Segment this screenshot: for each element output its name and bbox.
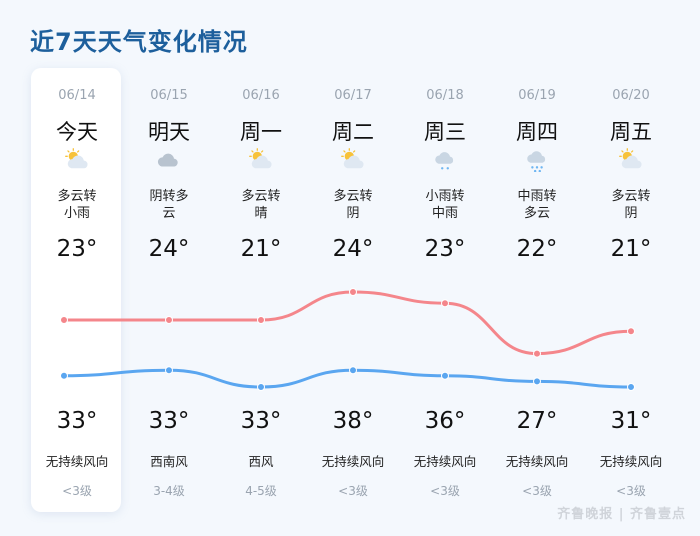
low-temperature: 22° bbox=[516, 236, 558, 262]
light-rain-icon bbox=[435, 152, 454, 170]
overcast-icon bbox=[157, 153, 178, 167]
date-label: 06/14 bbox=[58, 88, 96, 103]
high-temperature: 33° bbox=[148, 408, 190, 434]
watermark: 齐鲁晚报 | 齐鲁壹点 bbox=[557, 507, 686, 522]
low-temperature: 24° bbox=[148, 236, 190, 262]
wind-level: 3-4级 bbox=[153, 484, 185, 498]
weather-description: 多云转 阴 bbox=[611, 189, 651, 221]
page-title: 近7天天气变化情况 bbox=[30, 28, 248, 56]
wind-level: <3级 bbox=[430, 484, 460, 498]
wind-level: <3级 bbox=[522, 484, 552, 498]
partly-cloudy-icon bbox=[249, 148, 272, 169]
weather-description: 阴转多 云 bbox=[149, 189, 189, 221]
wind-direction: 无持续风向 bbox=[413, 454, 477, 469]
weather-description: 多云转 小雨 bbox=[57, 189, 97, 221]
day-column[interactable]: 06/15 明天阴转多 云 24° 33° 西南风 3-4级 bbox=[123, 68, 215, 512]
wind-level: <3级 bbox=[616, 484, 646, 498]
wind-direction: 无持续风向 bbox=[45, 454, 109, 469]
low-temperature: 21° bbox=[610, 236, 652, 262]
weather-description: 多云转 晴 bbox=[241, 189, 281, 221]
day-column[interactable]: 06/16 周一多云转 晴 21° 33° 西风 4-5级 bbox=[215, 68, 307, 512]
weekday-label: 周三 bbox=[424, 120, 466, 144]
low-temperature: 23° bbox=[56, 236, 98, 262]
upper-line-point bbox=[257, 316, 265, 324]
upper-line-point bbox=[627, 327, 635, 336]
day-column[interactable]: 06/20 周五多云转 阴 21° 31° 无持续风向 <3级 bbox=[585, 68, 677, 512]
date-label: 06/16 bbox=[242, 88, 280, 103]
weekday-label: 今天 bbox=[56, 120, 98, 144]
date-label: 06/19 bbox=[518, 88, 556, 103]
weekday-label: 明天 bbox=[148, 120, 190, 144]
upper-line-point bbox=[349, 288, 357, 296]
high-temperature: 31° bbox=[610, 408, 652, 434]
wind-direction: 无持续风向 bbox=[505, 454, 569, 469]
weekday-label: 周一 bbox=[240, 120, 282, 144]
upper-line-point bbox=[441, 299, 449, 308]
day-column[interactable]: 06/14 今天多云转 小雨 23° 33° 无持续风向 <3级 bbox=[31, 68, 123, 512]
weather-description: 多云转 阴 bbox=[333, 189, 373, 221]
weather-description: 小雨转 中雨 bbox=[425, 189, 465, 221]
moderate-rain-icon bbox=[527, 151, 546, 172]
date-label: 06/20 bbox=[612, 88, 650, 103]
lower-line-point bbox=[627, 383, 635, 391]
wind-direction: 无持续风向 bbox=[599, 454, 663, 469]
date-label: 06/15 bbox=[150, 88, 188, 103]
partly-cloudy-icon bbox=[65, 148, 88, 169]
low-temperature: 23° bbox=[424, 236, 466, 262]
partly-cloudy-icon bbox=[341, 148, 364, 169]
day-column[interactable]: 06/18 周三小雨转 中雨 23° 36° 无持续风向 <3级 bbox=[399, 68, 491, 512]
low-temperature: 24° bbox=[332, 236, 374, 262]
high-temperature: 36° bbox=[424, 408, 466, 434]
lower-line-point bbox=[257, 383, 265, 391]
weekday-label: 周四 bbox=[516, 120, 558, 144]
lower-line-point bbox=[165, 366, 173, 375]
date-label: 06/18 bbox=[426, 88, 464, 103]
high-temperature: 27° bbox=[516, 408, 558, 434]
lower-line-point bbox=[533, 377, 541, 386]
lower-line-point bbox=[349, 366, 357, 375]
upper-line-point bbox=[60, 316, 68, 324]
day-column[interactable]: 06/17 周二多云转 阴 24° 38° 无持续风向 <3级 bbox=[307, 68, 399, 512]
high-temperature: 33° bbox=[56, 408, 98, 434]
high-temperature: 38° bbox=[332, 408, 374, 434]
low-temperature: 21° bbox=[240, 236, 282, 262]
weekday-label: 周二 bbox=[332, 120, 374, 144]
wind-level: <3级 bbox=[338, 484, 368, 498]
upper-line-point bbox=[165, 316, 173, 324]
wind-level: 4-5级 bbox=[245, 484, 277, 498]
upper-line-point bbox=[533, 349, 541, 358]
partly-cloudy-icon bbox=[619, 148, 642, 169]
wind-level: <3级 bbox=[62, 484, 92, 498]
high-temperature: 33° bbox=[240, 408, 282, 434]
lower-line-point bbox=[441, 371, 449, 380]
lower-line-point bbox=[60, 371, 68, 380]
weekday-label: 周五 bbox=[610, 120, 652, 144]
weather-description: 中雨转 多云 bbox=[517, 189, 557, 221]
today-highlight-card bbox=[31, 68, 121, 512]
date-label: 06/17 bbox=[334, 88, 372, 103]
wind-direction: 西风 bbox=[248, 454, 274, 469]
wind-direction: 西南风 bbox=[150, 454, 188, 469]
day-column[interactable]: 06/19 周四中雨转 多云 22° 27° 无持续风向 <3级 bbox=[491, 68, 583, 512]
wind-direction: 无持续风向 bbox=[321, 454, 385, 469]
